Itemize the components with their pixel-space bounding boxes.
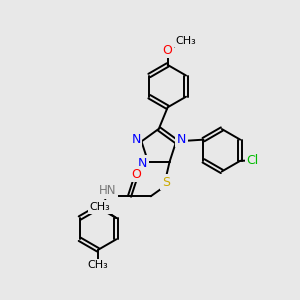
Text: CH₃: CH₃ bbox=[176, 36, 196, 46]
Text: CH₃: CH₃ bbox=[90, 202, 111, 212]
Text: N: N bbox=[177, 133, 186, 146]
Text: N: N bbox=[131, 133, 141, 146]
Text: CH₃: CH₃ bbox=[88, 260, 108, 270]
Text: O: O bbox=[163, 44, 172, 57]
Text: O: O bbox=[131, 168, 141, 181]
Text: HN: HN bbox=[99, 184, 116, 197]
Text: N: N bbox=[138, 157, 148, 169]
Text: Cl: Cl bbox=[246, 154, 259, 167]
Text: S: S bbox=[162, 176, 170, 189]
